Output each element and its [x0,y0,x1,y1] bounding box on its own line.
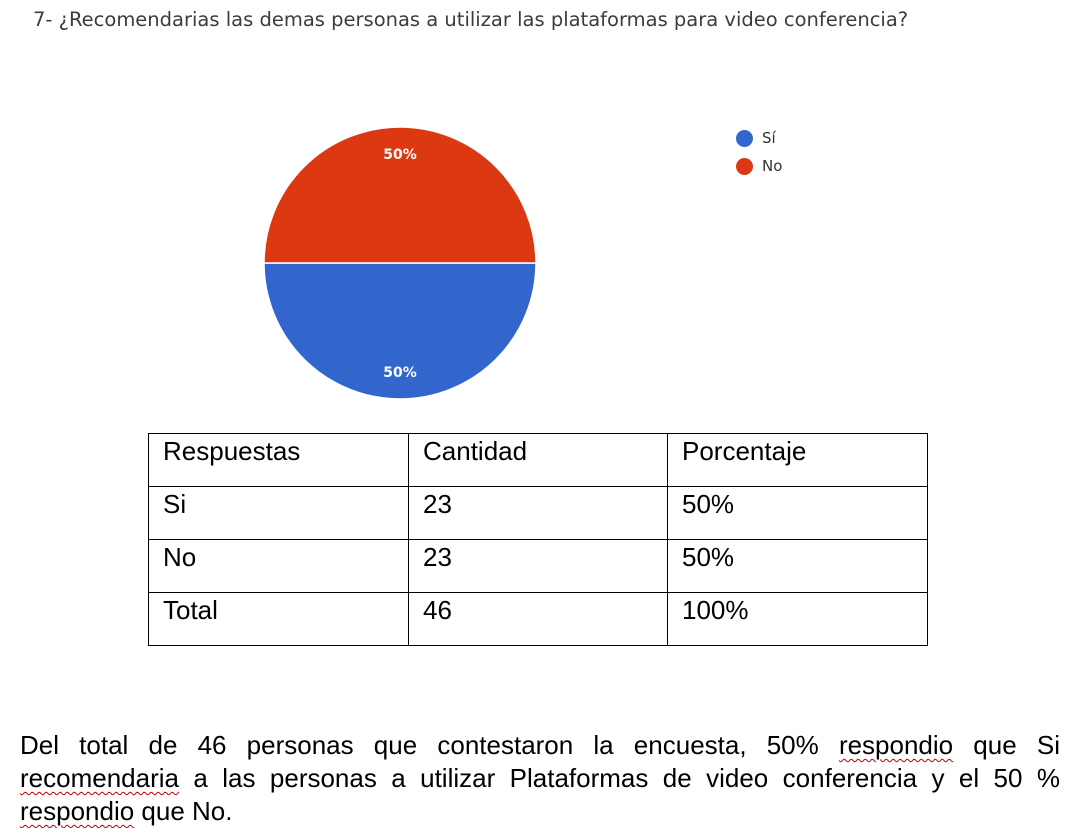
summary-text: respondio [838,730,954,760]
legend-swatch-no [736,157,753,175]
pie-data-label: 50% [383,147,417,163]
pie-slice-no [263,126,537,264]
responses-table: Respuestas Cantidad Porcentaje Si 23 50%… [148,433,928,646]
pie-data-label: 50% [383,365,417,381]
table-cell: 100% [667,592,928,646]
table-row: Si 23 50% [148,486,928,540]
table-cell: No [148,539,409,593]
table-cell: Total [148,592,409,646]
summary-text: Del total de 46 personas que contestaron… [20,730,839,760]
legend-label-no: No [762,157,783,175]
header-cantidad: Cantidad [408,433,668,487]
table-cell: Si [148,486,409,540]
summary-text: a las personas a utilizar Plataformas de… [178,763,1060,793]
table-cell: 23 [408,539,668,593]
table-cell: 50% [667,486,928,540]
summary-text: que Si [953,730,1060,760]
summary-text: recomendaria [20,763,179,793]
legend-label-si: Sí [762,129,776,147]
pie-slice-s [263,262,537,400]
table-cell: 46 [408,592,668,646]
table-cell: 23 [408,486,668,540]
question-title: 7- ¿Recomendarias las demas personas a u… [33,8,909,31]
summary-paragraph: Del total de 46 personas que contestaron… [20,729,1060,828]
chart-legend: Sí No [736,124,782,180]
header-respuestas: Respuestas [148,433,409,487]
table-cell: 50% [667,539,928,593]
pie-chart: 50% 50% [263,126,537,400]
summary-text: respondio [20,796,135,826]
legend-swatch-si [736,129,753,147]
legend-item-no: No [736,152,782,180]
summary-text: que No. [134,796,233,826]
header-porcentaje: Porcentaje [667,433,928,487]
legend-item-si: Sí [736,124,782,152]
table-row: Total 46 100% [148,592,928,646]
table-header-row: Respuestas Cantidad Porcentaje [148,433,928,487]
table-row: No 23 50% [148,539,928,593]
